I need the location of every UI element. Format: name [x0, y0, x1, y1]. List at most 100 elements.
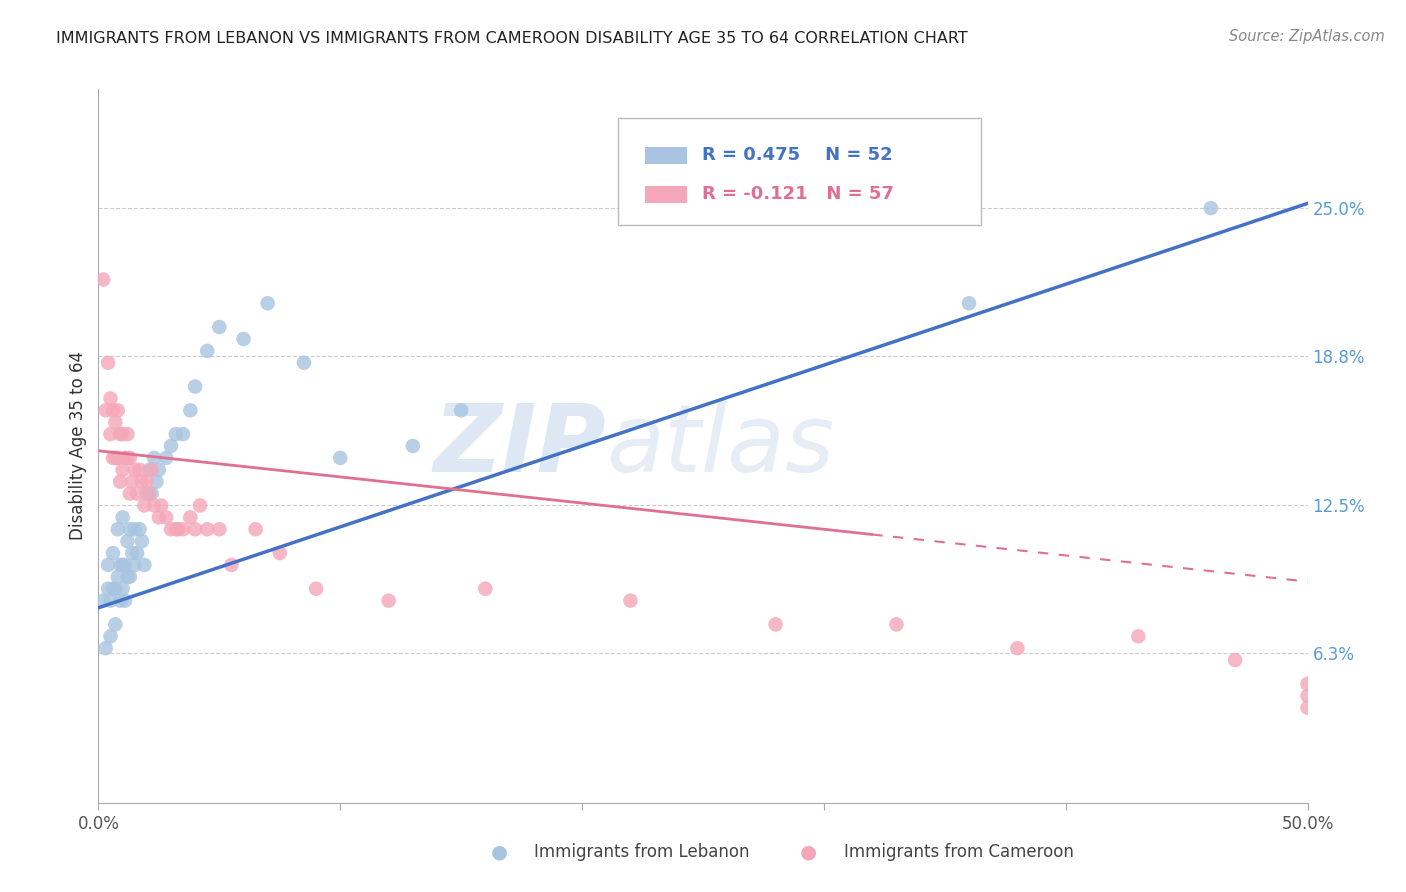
- Point: [111, 582, 134, 596]
- Point: [155, 450, 177, 465]
- Point: [179, 510, 201, 524]
- Point: [107, 522, 129, 536]
- Point: [114, 593, 136, 607]
- Point: [101, 546, 124, 560]
- Point: [101, 403, 124, 417]
- Point: [108, 593, 131, 607]
- Point: [91, 593, 114, 607]
- Point: [107, 570, 129, 584]
- Point: [138, 463, 160, 477]
- Point: [269, 546, 291, 560]
- Point: [111, 427, 134, 442]
- Point: [143, 499, 166, 513]
- Point: [121, 546, 143, 560]
- Point: [145, 475, 167, 489]
- Point: [117, 427, 139, 442]
- Point: [160, 522, 183, 536]
- Point: [108, 558, 131, 572]
- Point: [957, 296, 980, 310]
- Point: [134, 558, 156, 572]
- Point: [148, 463, 170, 477]
- Point: [124, 558, 146, 572]
- Point: [160, 439, 183, 453]
- Point: [886, 617, 908, 632]
- Point: [118, 486, 141, 500]
- Point: [256, 296, 278, 310]
- FancyBboxPatch shape: [645, 186, 688, 203]
- Point: [141, 463, 163, 477]
- Point: [131, 475, 153, 489]
- Point: [100, 392, 122, 406]
- Point: [100, 593, 122, 607]
- Point: [474, 582, 496, 596]
- Text: ●: ●: [491, 842, 508, 862]
- Point: [111, 510, 134, 524]
- FancyBboxPatch shape: [619, 118, 981, 225]
- Point: [1296, 689, 1319, 703]
- Point: [108, 475, 131, 489]
- Text: ●: ●: [800, 842, 817, 862]
- Point: [107, 403, 129, 417]
- Point: [134, 499, 156, 513]
- Point: [155, 510, 177, 524]
- Point: [138, 486, 160, 500]
- Point: [141, 486, 163, 500]
- Text: IMMIGRANTS FROM LEBANON VS IMMIGRANTS FROM CAMEROON DISABILITY AGE 35 TO 64 CORR: IMMIGRANTS FROM LEBANON VS IMMIGRANTS FR…: [56, 31, 967, 46]
- Point: [172, 522, 194, 536]
- Point: [208, 320, 231, 334]
- Point: [135, 475, 157, 489]
- Point: [232, 332, 254, 346]
- Point: [104, 450, 127, 465]
- Point: [184, 522, 207, 536]
- Point: [94, 641, 117, 656]
- Point: [221, 558, 243, 572]
- Y-axis label: Disability Age 35 to 64: Disability Age 35 to 64: [69, 351, 87, 541]
- Point: [245, 522, 267, 536]
- Point: [124, 463, 146, 477]
- Point: [305, 582, 328, 596]
- Point: [292, 356, 315, 370]
- Point: [165, 427, 187, 442]
- Point: [377, 593, 399, 607]
- Point: [124, 522, 146, 536]
- Point: [1007, 641, 1029, 656]
- Text: R = 0.475    N = 52: R = 0.475 N = 52: [702, 146, 893, 164]
- Point: [101, 582, 124, 596]
- Point: [118, 450, 141, 465]
- Text: Immigrants from Lebanon: Immigrants from Lebanon: [534, 843, 749, 861]
- Text: Source: ZipAtlas.com: Source: ZipAtlas.com: [1229, 29, 1385, 44]
- Point: [114, 450, 136, 465]
- Point: [107, 450, 129, 465]
- Point: [1296, 677, 1319, 691]
- Point: [118, 570, 141, 584]
- FancyBboxPatch shape: [645, 146, 688, 164]
- Point: [765, 617, 787, 632]
- Point: [1296, 700, 1319, 714]
- Point: [135, 486, 157, 500]
- Text: ZIP: ZIP: [433, 400, 606, 492]
- Point: [143, 450, 166, 465]
- Point: [195, 343, 218, 358]
- Point: [184, 379, 207, 393]
- Point: [150, 499, 173, 513]
- Point: [619, 593, 641, 607]
- Point: [208, 522, 231, 536]
- Point: [1128, 629, 1150, 643]
- Point: [117, 534, 139, 549]
- Point: [128, 463, 150, 477]
- Point: [117, 450, 139, 465]
- Point: [127, 486, 149, 500]
- Point: [179, 403, 201, 417]
- Point: [195, 522, 218, 536]
- Text: Immigrants from Cameroon: Immigrants from Cameroon: [844, 843, 1073, 861]
- Point: [117, 570, 139, 584]
- Point: [108, 427, 131, 442]
- Text: atlas: atlas: [606, 401, 835, 491]
- Point: [104, 617, 127, 632]
- Point: [111, 558, 134, 572]
- Point: [121, 475, 143, 489]
- Point: [127, 546, 149, 560]
- Point: [111, 463, 134, 477]
- Point: [1223, 653, 1246, 667]
- Point: [97, 558, 120, 572]
